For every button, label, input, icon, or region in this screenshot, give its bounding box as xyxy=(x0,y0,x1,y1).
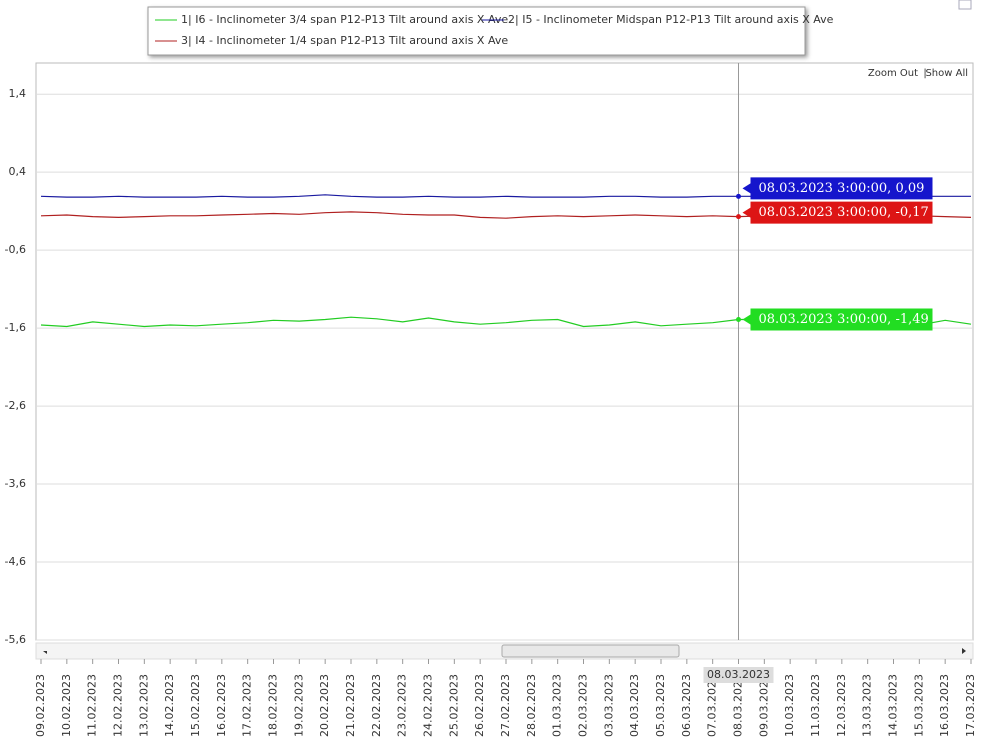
x-tick-label: 28.02.2023 xyxy=(525,674,538,737)
y-tick-label: 1,4 xyxy=(9,87,27,100)
tooltip: 08.03.2023 3:00:00, -1,49 xyxy=(742,308,933,331)
x-tick-label: 26.02.2023 xyxy=(473,674,486,737)
y-tick-label: -0,6 xyxy=(5,243,26,256)
x-tick-label: 14.02.2023 xyxy=(163,674,176,737)
tooltip: 08.03.2023 3:00:00, -0,17 xyxy=(742,201,933,224)
tooltip: 08.03.2023 3:00:00, 0,09 xyxy=(742,177,933,200)
resize-icon[interactable] xyxy=(958,0,972,10)
x-tick-label: 13.03.2023 xyxy=(861,674,874,737)
x-tick-label: 10.03.2023 xyxy=(783,674,796,737)
tooltip-box xyxy=(742,201,933,224)
x-tick-label: 02.03.2023 xyxy=(577,674,590,737)
x-tick-label: 17.03.2023 xyxy=(964,674,977,737)
x-tick-label: 04.03.2023 xyxy=(628,674,641,737)
x-tick-label: 22.02.2023 xyxy=(370,674,383,737)
legend-label: 3| I4 - Inclinometer 1/4 span P12-P13 Ti… xyxy=(181,34,508,47)
tooltip-box xyxy=(742,177,933,200)
crosshair-label-box xyxy=(703,667,774,683)
tooltip-box xyxy=(742,308,933,331)
x-tick-label: 05.03.2023 xyxy=(654,674,667,737)
x-tick-label: 15.02.2023 xyxy=(189,674,202,737)
x-tick-label: 09.03.2023 xyxy=(757,674,770,737)
x-tick-label: 27.02.2023 xyxy=(499,674,512,737)
y-tick-label: -2,6 xyxy=(5,399,26,412)
x-tick-label: 10.02.2023 xyxy=(60,674,73,737)
x-tick-label: 16.03.2023 xyxy=(938,674,951,737)
x-tick-label: 16.02.2023 xyxy=(215,674,228,737)
plot-area xyxy=(35,62,974,641)
x-tick-label: 14.03.2023 xyxy=(887,674,900,737)
y-tick-label: -4,6 xyxy=(5,555,26,568)
scroll-left[interactable] xyxy=(43,648,47,654)
show-all[interactable]: Show All xyxy=(925,68,968,79)
scrollbar-thumb[interactable] xyxy=(501,644,680,658)
x-tick-label: 17.02.2023 xyxy=(241,674,254,737)
x-tick-label: 24.02.2023 xyxy=(422,674,435,737)
x-tick-label: 08.03.2023 xyxy=(732,674,745,737)
tooltip-text: 08.03.2023 3:00:00, 0,09 xyxy=(759,181,925,196)
x-tick-label: 12.03.2023 xyxy=(835,674,848,737)
x-tick-label: 03.03.2023 xyxy=(602,674,615,737)
y-tick-label: 0,4 xyxy=(9,165,27,178)
tooltip-marker xyxy=(736,214,741,220)
x-tick-label: 25.02.2023 xyxy=(447,674,460,737)
x-tick-label: 09.02.2023 xyxy=(34,674,47,737)
y-tick-label: -1,6 xyxy=(5,321,26,334)
x-tick-label: 21.02.2023 xyxy=(344,674,357,737)
zoom-out[interactable]: Zoom Out xyxy=(868,68,918,79)
x-tick-label: 01.03.2023 xyxy=(551,674,564,737)
legend-box xyxy=(147,6,806,56)
y-tick-label: -5,6 xyxy=(5,633,26,646)
x-tick-label: 13.02.2023 xyxy=(137,674,150,737)
x-tick-label: 11.03.2023 xyxy=(809,674,822,737)
x-tick-label: 07.03.2023 xyxy=(706,674,719,737)
x-tick-label: 12.02.2023 xyxy=(112,674,125,737)
x-tick-label: 18.02.2023 xyxy=(267,674,280,737)
x-tick-label: 23.02.2023 xyxy=(396,674,409,737)
x-tick-label: 15.03.2023 xyxy=(912,674,925,737)
tooltip-marker xyxy=(736,317,741,323)
tooltip-text: 08.03.2023 3:00:00, -0,17 xyxy=(759,205,929,220)
x-tick-label: 20.02.2023 xyxy=(318,674,331,737)
x-tick-label: 11.02.2023 xyxy=(86,674,99,737)
crosshair-label: 08.03.2023 xyxy=(707,668,770,681)
y-tick-label: -3,6 xyxy=(5,477,26,490)
separator: | xyxy=(923,68,926,79)
x-tick-label: 06.03.2023 xyxy=(680,674,693,737)
legend-label: 2| I5 - Inclinometer Midspan P12-P13 Til… xyxy=(508,13,834,26)
tooltip-text: 08.03.2023 3:00:00, -1,49 xyxy=(759,312,929,327)
scroll-right[interactable] xyxy=(962,648,966,654)
legend-label: 1| I6 - Inclinometer 3/4 span P12-P13 Ti… xyxy=(181,13,508,26)
tooltip-marker xyxy=(736,193,741,199)
x-tick-label: 19.02.2023 xyxy=(292,674,305,737)
